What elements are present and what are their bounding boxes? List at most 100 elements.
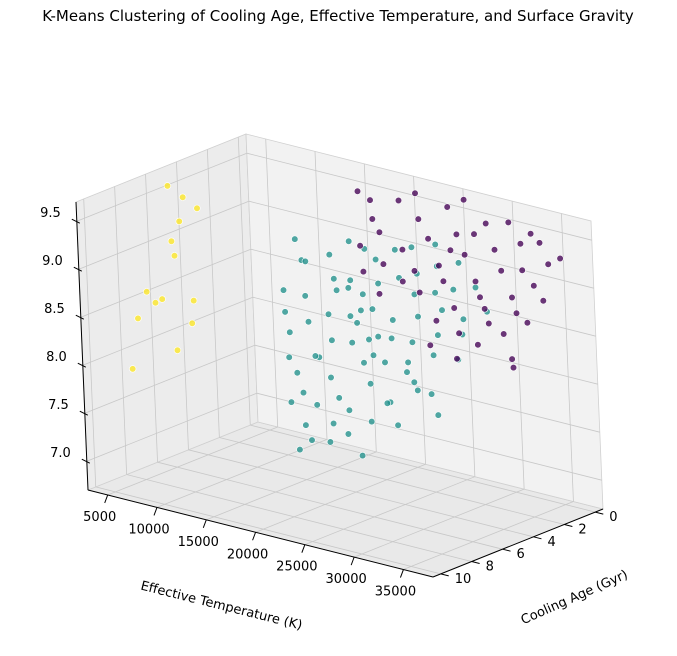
z-tick-label: 9.0 — [42, 254, 63, 269]
data-point-cluster-0 — [439, 277, 448, 285]
grid-line — [206, 149, 220, 438]
data-point-cluster-1 — [431, 240, 439, 249]
grid-line — [78, 200, 249, 270]
data-point-cluster-1 — [383, 399, 392, 407]
data-point-cluster-1 — [345, 237, 353, 245]
data-point-cluster-0 — [539, 297, 547, 305]
data-point-cluster-2 — [193, 204, 201, 212]
data-point-cluster-0 — [455, 329, 463, 337]
data-point-cluster-1 — [348, 339, 356, 347]
grid-line — [353, 488, 525, 558]
data-point-cluster-1 — [391, 246, 399, 254]
y-axis-line — [87, 489, 434, 578]
data-point-cluster-2 — [167, 237, 175, 245]
data-point-cluster-1 — [389, 316, 397, 324]
grid-line — [86, 392, 257, 462]
data-point-cluster-1 — [330, 275, 338, 283]
y-tick — [153, 507, 158, 516]
grid-line — [83, 198, 97, 487]
y-tick — [301, 544, 306, 553]
x-axis-label: Cooling Age (Gyr) — [519, 567, 631, 628]
data-point-cluster-0 — [523, 319, 532, 327]
data-point-cluster-1 — [403, 368, 411, 376]
grid-line — [206, 451, 377, 521]
data-point-cluster-1 — [287, 398, 296, 406]
data-point-cluster-0 — [526, 230, 535, 238]
data-point-cluster-0 — [394, 196, 403, 205]
data-point-cluster-0 — [530, 282, 538, 290]
data-point-cluster-1 — [330, 419, 338, 428]
data-points — [129, 182, 564, 460]
data-point-cluster-2 — [170, 252, 179, 260]
y-tick-label: 30000 — [325, 572, 366, 587]
data-point-cluster-0 — [508, 355, 516, 363]
data-point-cluster-2 — [158, 295, 166, 303]
grid-line — [256, 392, 602, 481]
data-point-cluster-0 — [410, 267, 419, 275]
z-tick — [73, 266, 83, 272]
data-point-cluster-1 — [346, 312, 355, 320]
grid-line — [82, 296, 253, 366]
data-point-cluster-0 — [544, 260, 552, 268]
data-point-cluster-0 — [485, 319, 493, 328]
data-point-cluster-0 — [375, 290, 384, 298]
data-point-cluster-1 — [308, 436, 316, 444]
data-point-cluster-1 — [353, 319, 361, 327]
y-tick — [350, 556, 355, 566]
data-point-cluster-0 — [359, 268, 368, 276]
grid-line — [314, 151, 328, 440]
grid-line — [265, 138, 279, 427]
data-point-cluster-0 — [500, 330, 508, 338]
data-point-cluster-1 — [296, 446, 304, 454]
x-tick-label: 6 — [517, 547, 525, 562]
data-point-cluster-1 — [286, 328, 294, 336]
data-point-cluster-0 — [435, 262, 443, 270]
data-point-cluster-1 — [434, 411, 442, 419]
grid-line — [176, 161, 189, 450]
z-tick — [77, 362, 87, 368]
back-pane — [245, 133, 604, 510]
data-point-cluster-1 — [434, 331, 442, 339]
data-point-cluster-0 — [481, 305, 489, 313]
grid-line — [84, 344, 255, 414]
data-point-cluster-1 — [454, 259, 463, 267]
data-point-cluster-0 — [460, 196, 468, 204]
z-axis-line — [75, 201, 89, 491]
data-point-cluster-1 — [407, 243, 416, 251]
y-tick-label: 5000 — [83, 510, 116, 525]
grid-line — [80, 248, 251, 318]
x-tick-label: 2 — [578, 522, 586, 537]
grid-line — [462, 188, 476, 477]
data-point-cluster-0 — [450, 304, 458, 312]
y-tick-label: 20000 — [227, 547, 268, 562]
data-point-cluster-1 — [471, 283, 480, 292]
data-point-cluster-1 — [372, 255, 380, 264]
data-point-cluster-0 — [453, 355, 461, 363]
data-point-cluster-0 — [375, 228, 384, 236]
z-tick — [75, 314, 85, 320]
data-point-cluster-0 — [535, 239, 544, 247]
grid-line — [237, 137, 251, 426]
data-point-cluster-2 — [173, 346, 182, 354]
data-point-cluster-1 — [408, 338, 417, 346]
data-point-cluster-0 — [443, 203, 451, 211]
x-tick-label: 8 — [486, 560, 494, 575]
data-point-cluster-0 — [353, 187, 362, 195]
data-point-cluster-0 — [490, 246, 499, 254]
grid-line — [246, 152, 592, 241]
data-point-cluster-0 — [504, 218, 512, 226]
y-tick-label: 10000 — [128, 522, 169, 537]
data-point-cluster-0 — [426, 341, 434, 349]
grid-line — [511, 201, 525, 490]
z-tick-label: 7.5 — [48, 398, 69, 413]
data-point-cluster-1 — [304, 318, 313, 326]
data-point-cluster-1 — [414, 386, 422, 395]
data-point-cluster-0 — [411, 189, 419, 197]
grid-line — [157, 461, 503, 550]
data-point-cluster-1 — [345, 406, 354, 414]
data-point-cluster-1 — [388, 334, 396, 343]
grid-line — [254, 344, 600, 433]
y-tick-label: 25000 — [276, 560, 317, 575]
data-point-cluster-1 — [346, 276, 354, 284]
